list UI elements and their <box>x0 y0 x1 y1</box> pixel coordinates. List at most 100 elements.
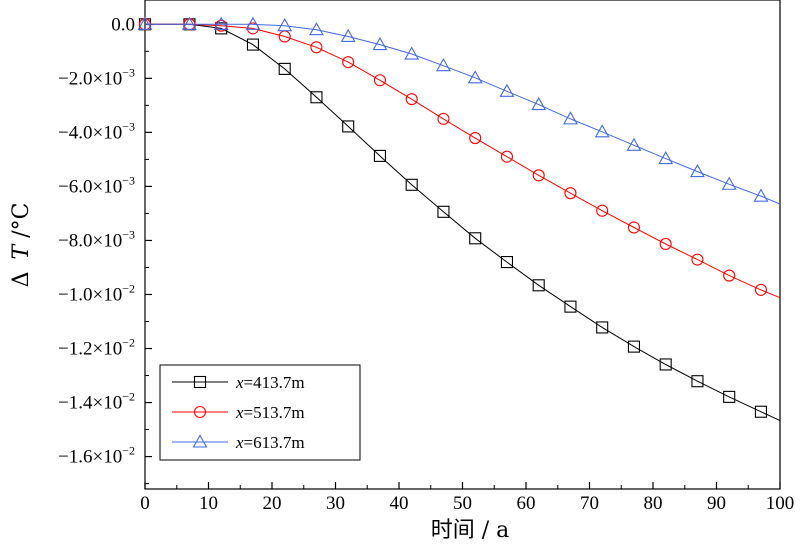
x-tick-label: 0 <box>140 493 150 514</box>
data-point <box>469 132 482 145</box>
x-tick-label: 80 <box>644 493 663 514</box>
series-1 <box>138 18 781 422</box>
data-point <box>182 16 197 30</box>
legend-label-value: =613.7m <box>244 433 305 452</box>
series-layer <box>137 16 781 422</box>
data-point <box>342 120 355 133</box>
data-point <box>691 375 704 388</box>
y-tick-label-exponent: −2 <box>122 281 135 295</box>
y-tick-label-exponent: −2 <box>122 444 135 458</box>
data-point <box>753 188 769 202</box>
y-tick-label-base: −2.0×10 <box>58 68 122 89</box>
x-tick-label: 30 <box>326 493 345 514</box>
x-axis-ticks: 0 10 20 30 40 50 60 70 80 90 100 <box>140 482 794 514</box>
data-point <box>372 36 388 51</box>
y-axis-title-var: T <box>9 243 34 260</box>
y-tick-label-exponent: −3 <box>122 227 135 241</box>
x-tick-label: 10 <box>199 493 218 514</box>
data-point <box>437 112 450 125</box>
y-tick-label-exponent: −3 <box>122 65 135 79</box>
legend-item: x=613.7m <box>172 433 305 452</box>
data-point <box>659 237 672 251</box>
data-point <box>596 204 609 217</box>
data-point <box>723 390 736 403</box>
data-point <box>373 74 387 87</box>
data-point <box>691 253 704 266</box>
y-tick-label: −8.0×10−3 <box>58 227 135 251</box>
data-point <box>754 283 768 296</box>
y-tick-label-base: −8.0×10 <box>58 230 122 251</box>
data-point <box>564 300 577 313</box>
data-point <box>532 169 545 182</box>
y-tick-label: 0.0 <box>111 14 135 35</box>
legend-label-value: =513.7m <box>244 403 305 422</box>
x-axis-title: 时间 / a <box>431 518 510 543</box>
legend-marker <box>193 375 207 389</box>
data-point <box>245 16 261 30</box>
x-tick-label: 90 <box>707 493 726 514</box>
data-point <box>659 358 672 371</box>
data-point <box>137 16 153 30</box>
y-axis-title-unit: /°C <box>9 203 34 238</box>
legend-label-value: =413.7m <box>244 373 305 392</box>
data-point <box>436 58 451 72</box>
data-point <box>469 232 482 245</box>
legend-item: x=413.7m <box>172 373 305 392</box>
x-tick-label: 60 <box>517 493 536 514</box>
legend-marker <box>193 405 207 419</box>
legend-label-var: x <box>235 403 244 422</box>
y-axis-title: Δ T /°C <box>9 203 34 288</box>
y-axis-ticks: 0.0−2.0×10−3−4.0×10−3−6.0×10−3−8.0×10−3−… <box>58 14 152 485</box>
legend-label: x=513.7m <box>235 403 305 422</box>
data-point <box>596 321 609 334</box>
data-point <box>754 405 768 418</box>
y-tick-label-exponent: −2 <box>122 390 135 404</box>
data-point <box>563 111 578 125</box>
x-tick-label: 100 <box>766 493 795 514</box>
series-3 <box>137 16 781 205</box>
y-tick-label: −1.4×10−2 <box>58 390 135 414</box>
legend-label-var: x <box>235 373 244 392</box>
data-point <box>310 41 323 54</box>
y-tick-label-base: 0.0 <box>111 14 135 35</box>
legend-label: x=613.7m <box>235 433 305 452</box>
x-tick-label: 50 <box>453 493 472 514</box>
data-point <box>437 205 450 218</box>
data-point <box>532 279 545 292</box>
data-point <box>340 28 356 43</box>
data-point <box>278 62 291 75</box>
y-tick-label: −1.6×10−2 <box>58 444 135 468</box>
data-point <box>373 149 387 162</box>
y-tick-label: −4.0×10−3 <box>58 119 135 143</box>
data-point <box>405 93 418 106</box>
x-tick-label: 40 <box>390 493 409 514</box>
data-point <box>564 187 577 200</box>
legend-label: x=413.7m <box>235 373 305 392</box>
y-tick-label-base: −6.0×10 <box>58 176 122 197</box>
y-tick-label-base: −4.0×10 <box>58 122 122 143</box>
y-tick-label: −1.2×10−2 <box>58 336 135 360</box>
data-point <box>467 70 483 84</box>
y-tick-label: −6.0×10−3 <box>58 173 135 197</box>
data-point <box>626 137 642 151</box>
y-tick-label-exponent: −2 <box>122 336 135 350</box>
data-point <box>531 96 547 111</box>
y-tick-label: −1.0×10−2 <box>58 281 135 305</box>
data-point <box>246 38 259 51</box>
x-tick-label: 70 <box>580 493 599 514</box>
y-tick-label: −2.0×10−3 <box>58 65 135 89</box>
legend: x=413.7mx=513.7mx=613.7m <box>159 364 361 461</box>
y-tick-label-base: −1.6×10 <box>58 447 122 468</box>
y-axis-title-prefix: Δ <box>9 272 34 288</box>
y-tick-label-base: −1.0×10 <box>58 284 122 305</box>
legend-item: x=513.7m <box>172 403 305 422</box>
data-point <box>499 83 515 97</box>
y-tick-label-base: −1.4×10 <box>58 393 122 414</box>
data-point <box>404 46 420 60</box>
data-point <box>213 16 229 30</box>
data-point <box>342 56 355 69</box>
y-tick-label-exponent: −3 <box>122 173 135 187</box>
data-point <box>500 150 514 163</box>
series-line <box>145 23 781 299</box>
